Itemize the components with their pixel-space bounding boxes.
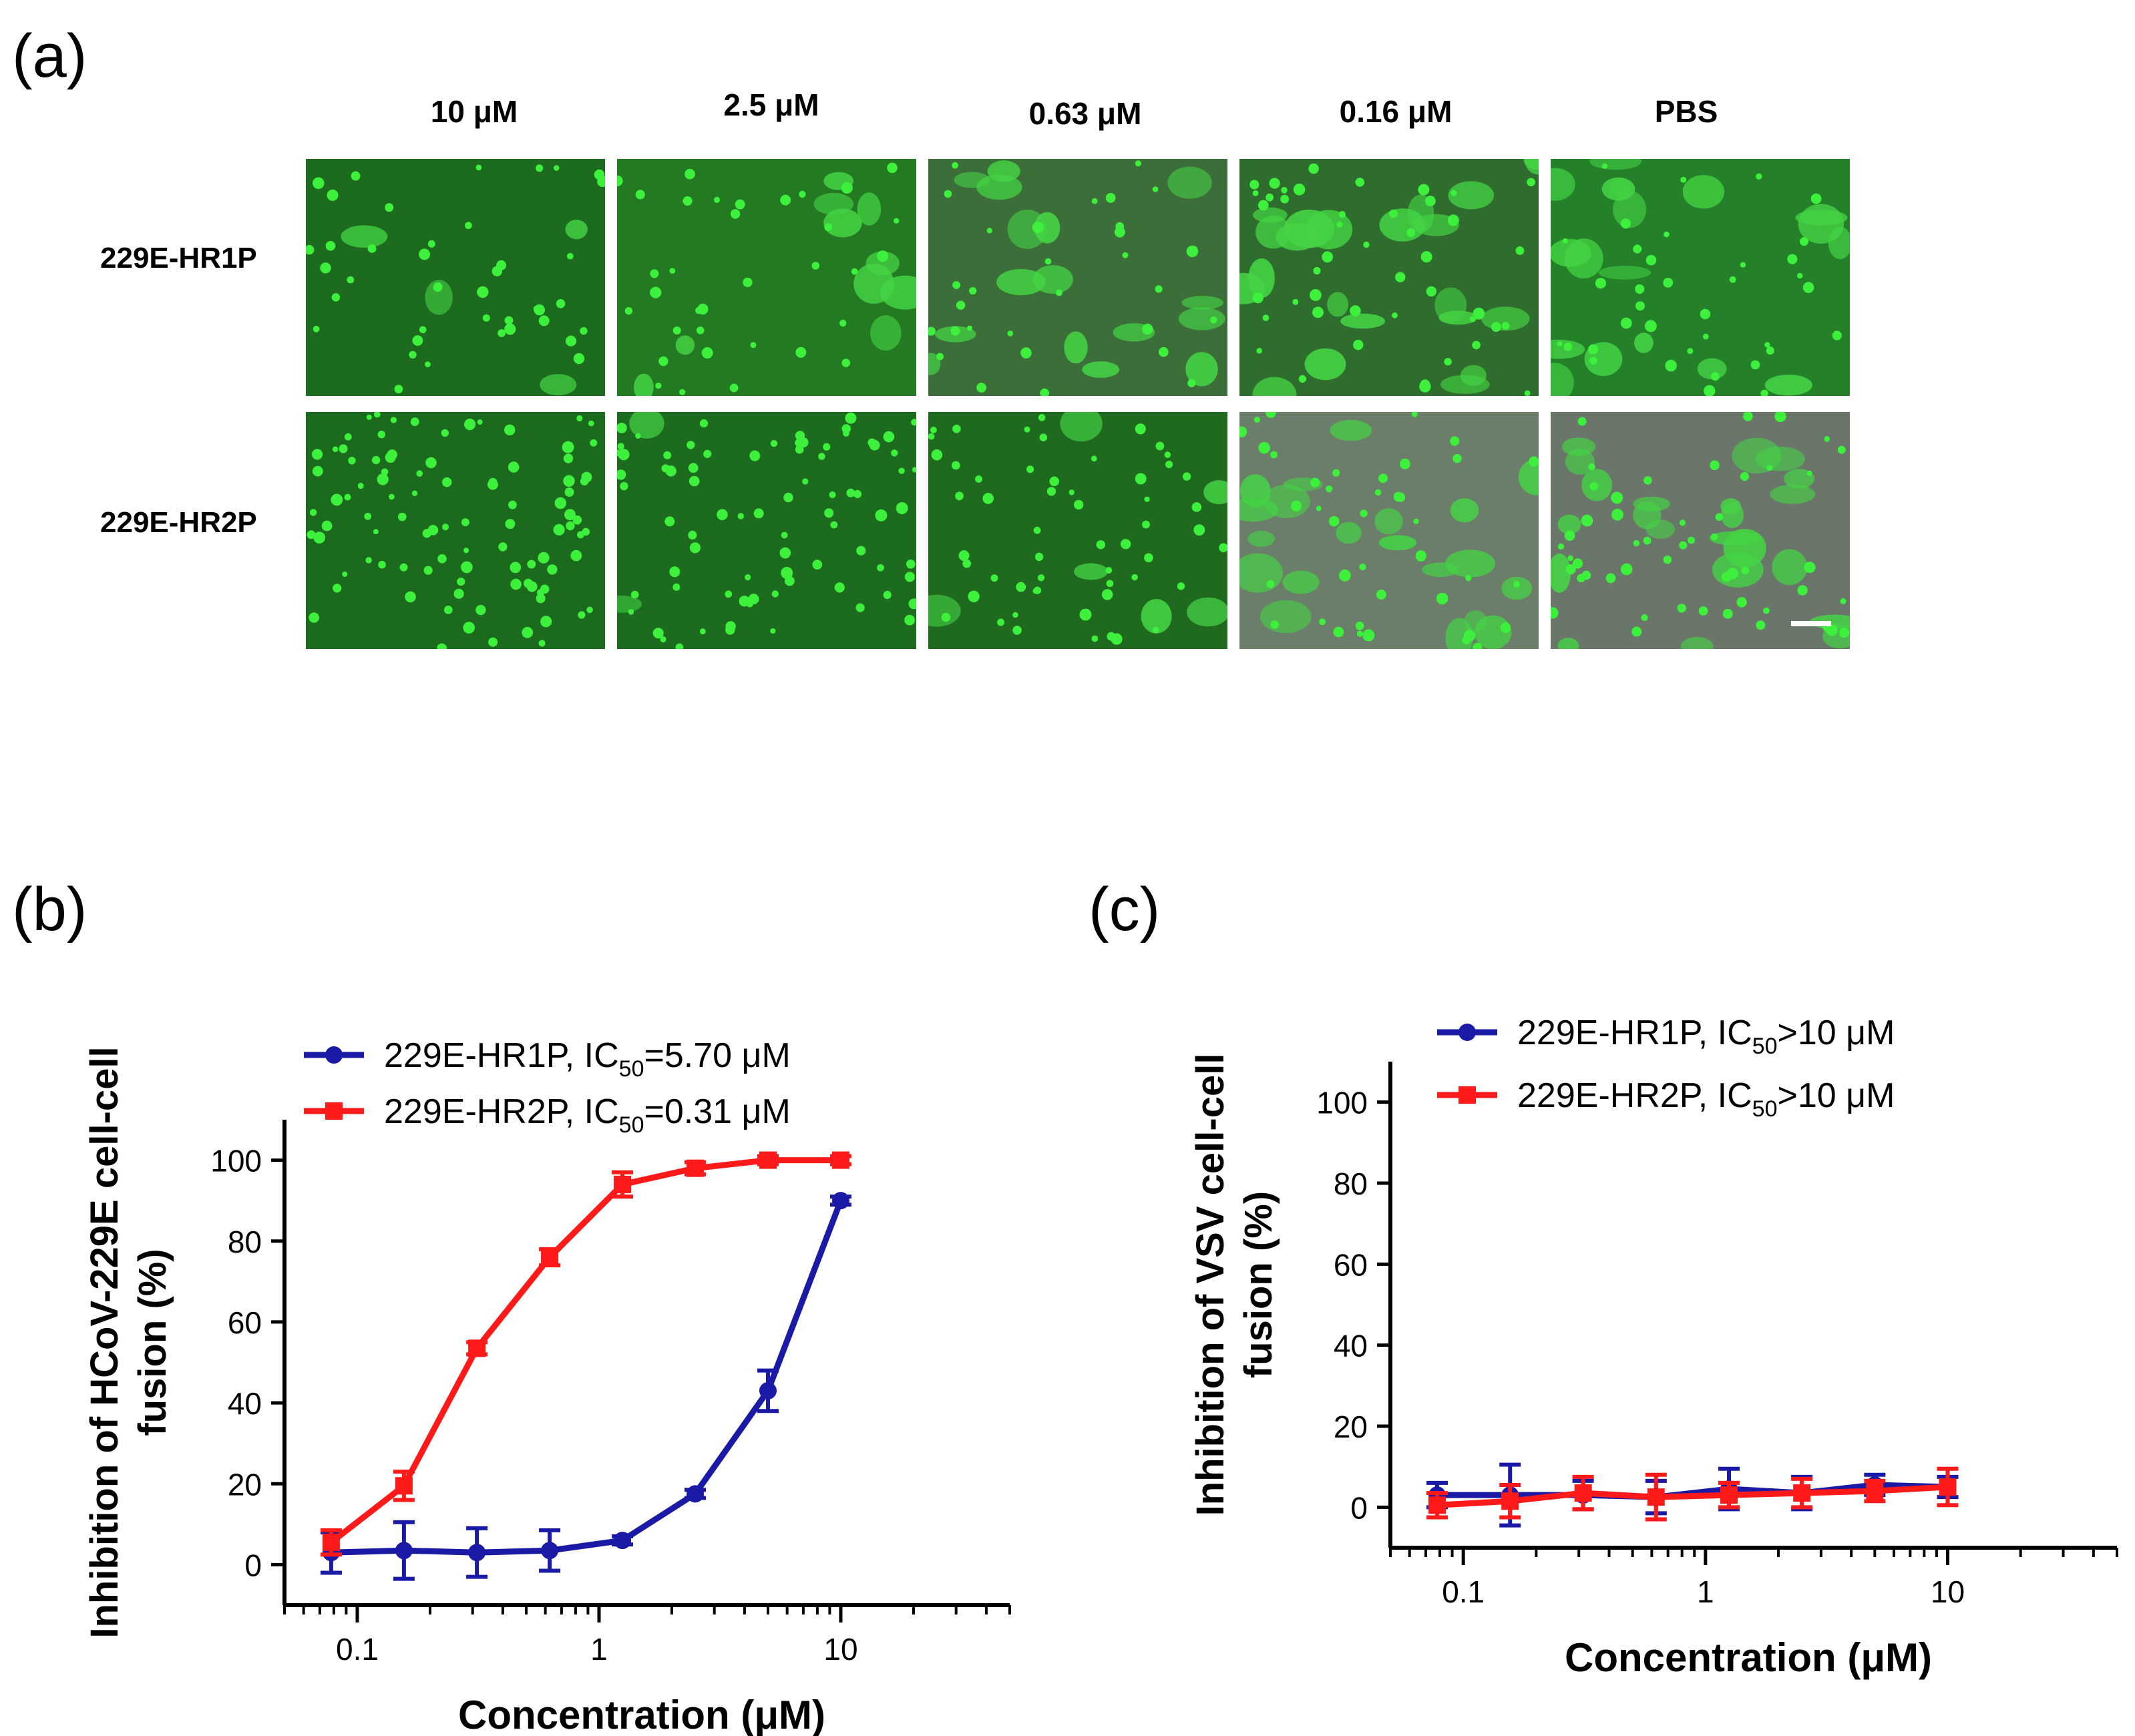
data-point [1793, 1484, 1811, 1502]
micrograph-hr2p-10uM [306, 412, 605, 649]
micrograph-hr2p-0.63uM [928, 412, 1227, 649]
data-point [1647, 1488, 1665, 1506]
legend-marker [1459, 1024, 1476, 1041]
y-tick-label-c: 100 [1316, 1086, 1368, 1120]
series-line-b-0 [331, 1199, 844, 1556]
data-point [1939, 1478, 1957, 1496]
data-point [468, 1544, 486, 1562]
x-tick-label-b: 0.1 [336, 1632, 379, 1667]
y-tick-label-c: 60 [1334, 1247, 1368, 1282]
data-point [759, 1151, 777, 1169]
y-tick-label-c: 80 [1334, 1166, 1368, 1201]
y-axis-title-b: Inhibition of HCoV-229E cell-cell fusion … [83, 1046, 174, 1638]
y-tick-label-b: 20 [228, 1467, 262, 1502]
legend-marker [1459, 1086, 1476, 1104]
y-tick-label-c: 0 [1350, 1490, 1368, 1525]
x-tick-label-c: 10 [1931, 1574, 1965, 1609]
legend-label: 229E-HR1P, IC50=5.70 μM [384, 1036, 791, 1082]
x-axis-title-c: Concentration (μM) [1565, 1635, 1932, 1680]
legend-label: 229E-HR2P, IC50=0.31 μM [384, 1092, 791, 1138]
row-label-hr2p: 229E-HR2P [100, 506, 257, 539]
micrograph-hr2p-PBS [1551, 412, 1850, 649]
data-point [1428, 1496, 1446, 1514]
legend-entry-c-1: 229E-HR2P, IC50>10 μM [1437, 1076, 1895, 1122]
data-point [395, 1477, 413, 1495]
col-label-PBS: PBS [1654, 94, 1718, 129]
legend-marker [325, 1102, 343, 1120]
y-tick-label-b: 100 [210, 1144, 262, 1178]
data-point [1574, 1484, 1592, 1502]
data-point [687, 1485, 705, 1503]
data-point [614, 1532, 632, 1550]
scale-bar [1791, 621, 1831, 626]
y-tick-label-c: 20 [1334, 1409, 1368, 1444]
col-label-2.5uM: 2.5 μM [723, 87, 819, 122]
data-point [1866, 1482, 1884, 1500]
series-line-b-1 [329, 1157, 841, 1545]
data-point [687, 1159, 705, 1177]
panel-c-label: (c) [1089, 875, 1161, 943]
series-line-c-0 [1437, 1482, 1948, 1500]
col-label-10uM: 10 μM [430, 94, 518, 129]
col-label-0.16uM: 0.16 μM [1339, 94, 1452, 129]
micrograph-hr2p-0.16uM [1239, 412, 1539, 649]
micrograph-hr1p-2.5uM [617, 159, 916, 396]
y-tick-label-b: 40 [228, 1386, 262, 1421]
legend-entry-c-0: 229E-HR1P, IC50>10 μM [1437, 1014, 1895, 1059]
row-label-hr1p: 229E-HR1P [100, 242, 257, 274]
legend-marker [325, 1046, 343, 1064]
y-tick-label-c: 40 [1334, 1329, 1368, 1363]
col-label-0.63uM: 0.63 μM [1028, 96, 1142, 131]
data-point [395, 1542, 413, 1560]
series-line-c-1 [1436, 1484, 1948, 1508]
y-tick-label-b: 0 [244, 1548, 262, 1582]
micrograph-hr1p-0.63uM [928, 159, 1227, 396]
data-point [541, 1248, 559, 1266]
micrograph-hr1p-10uM [306, 159, 605, 396]
x-tick-label-b: 1 [590, 1632, 608, 1667]
data-point [1720, 1486, 1738, 1504]
y-axis-title-c: Inhibition of VSV cell-cell fusion (%) [1189, 1054, 1280, 1516]
legend-label: 229E-HR2P, IC50>10 μM [1517, 1076, 1895, 1122]
series-b-1 [320, 1151, 851, 1557]
x-tick-label-b: 10 [823, 1632, 857, 1667]
data-point [468, 1339, 486, 1357]
legend-entry-b-0: 229E-HR1P, IC50=5.70 μM [304, 1036, 791, 1082]
panel-a-label: (a) [12, 22, 87, 90]
data-point [831, 1192, 849, 1210]
chart-c: 0 20 40 60 80 100 0.1 1 10 Concentration (μM) Inhi… [1189, 1014, 2118, 1680]
data-point [541, 1542, 559, 1560]
legend-label: 229E-HR1P, IC50>10 μM [1517, 1014, 1895, 1059]
micrograph-hr2p-2.5uM [617, 412, 916, 649]
y-tick-label-b: 60 [228, 1305, 262, 1340]
micrograph-hr1p-PBS [1551, 159, 1850, 396]
x-tick-label-c: 1 [1697, 1574, 1714, 1609]
data-point [759, 1381, 777, 1399]
micrograph-hr1p-0.16uM [1239, 159, 1539, 396]
y-tick-label-b: 80 [228, 1225, 262, 1259]
legend-entry-b-1: 229E-HR2P, IC50=0.31 μM [304, 1092, 791, 1138]
chart-b: 0 20 40 60 80 100 0.1 1 10 Concentration (μM) Inhi… [83, 1036, 1011, 1736]
data-point [322, 1534, 340, 1552]
panel-b-label: (b) [12, 875, 87, 943]
series-b-0 [320, 1192, 851, 1581]
data-point [1501, 1492, 1519, 1510]
x-tick-label-c: 0.1 [1442, 1574, 1485, 1609]
x-axis-title-b: Concentration (μM) [458, 1693, 825, 1736]
data-point [614, 1175, 632, 1193]
series-c-1 [1426, 1466, 1959, 1522]
data-point [831, 1151, 849, 1169]
